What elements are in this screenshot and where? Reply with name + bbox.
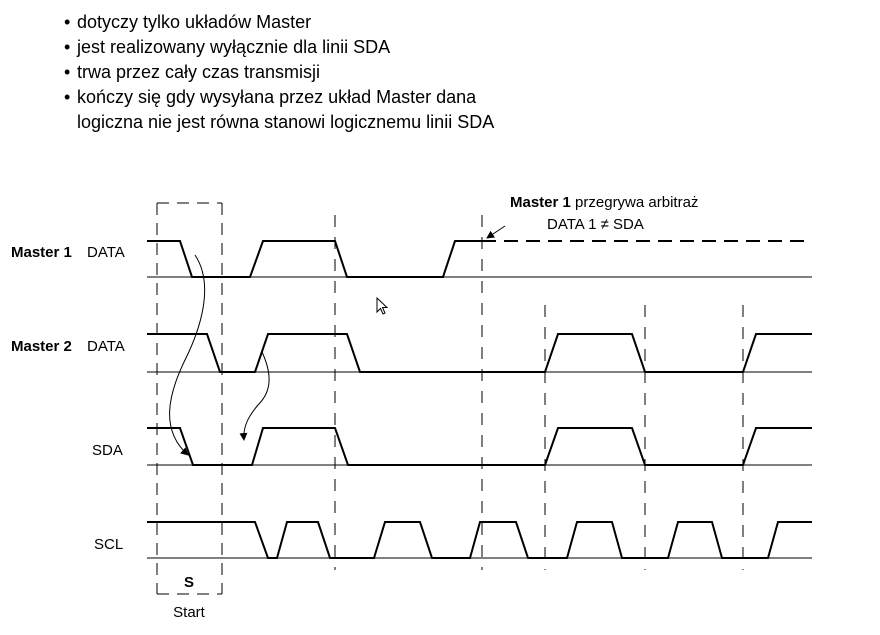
bullet-list: • dotyczy tylko układów Master • jest re…	[64, 10, 494, 135]
start-label: Start	[173, 604, 206, 621]
bullet-marker: •	[64, 12, 71, 32]
waveforms	[147, 240, 812, 559]
master2-signal-label: DATA	[87, 338, 125, 355]
bullet-item: • trwa przez cały czas transmisji	[64, 60, 494, 85]
bullet-text: dotyczy tylko układów Master	[77, 12, 312, 32]
bullet-marker: •	[64, 87, 71, 107]
master1-name-label: Master 1	[11, 244, 72, 261]
timing-markers	[334, 215, 744, 570]
arbitration-condition: DATA 1 ≠ SDA	[547, 216, 644, 233]
bullet-text-continuation: logiczna nie jest równa stanowi logiczne…	[77, 112, 495, 132]
curved-arrow-master2-to-sda	[239, 351, 270, 441]
bullet-text: jest realizowany wyłącznie dla linii SDA	[77, 37, 391, 57]
propagation-arrows	[169, 254, 270, 456]
bullet-text: trwa przez cały czas transmisji	[77, 62, 321, 82]
master2-name-label: Master 2	[11, 338, 72, 355]
master1-data-waveform	[147, 240, 482, 278]
sda-waveform	[147, 427, 812, 466]
bullet-marker: •	[64, 37, 71, 57]
annotation-pointer-arrow	[486, 225, 506, 239]
master1-signal-label: DATA	[87, 244, 125, 261]
arbitration-loss-annotation: Master 1 przegrywa arbitraż	[510, 194, 698, 211]
annotation-master-name: Master 1	[510, 194, 571, 211]
bullet-marker: •	[64, 62, 71, 82]
scl-waveform	[147, 521, 812, 559]
baselines	[147, 276, 812, 559]
sda-label: SDA	[92, 442, 123, 459]
master2-data-waveform	[147, 333, 812, 373]
start-condition-box	[156, 202, 223, 595]
scl-label: SCL	[94, 536, 123, 553]
mouse-cursor-icon	[376, 296, 389, 315]
bullet-item: • dotyczy tylko układów Master	[64, 10, 494, 35]
annotation-text: przegrywa arbitraż	[571, 194, 699, 211]
bullet-item: • jest realizowany wyłącznie dla linii S…	[64, 35, 494, 60]
start-symbol: S	[184, 574, 194, 591]
bullet-item: • kończy się gdy wysyłana przez układ Ma…	[64, 85, 494, 135]
curved-arrow-master1-to-sda	[169, 254, 206, 456]
bullet-text: kończy się gdy wysyłana przez układ Mast…	[77, 87, 477, 107]
